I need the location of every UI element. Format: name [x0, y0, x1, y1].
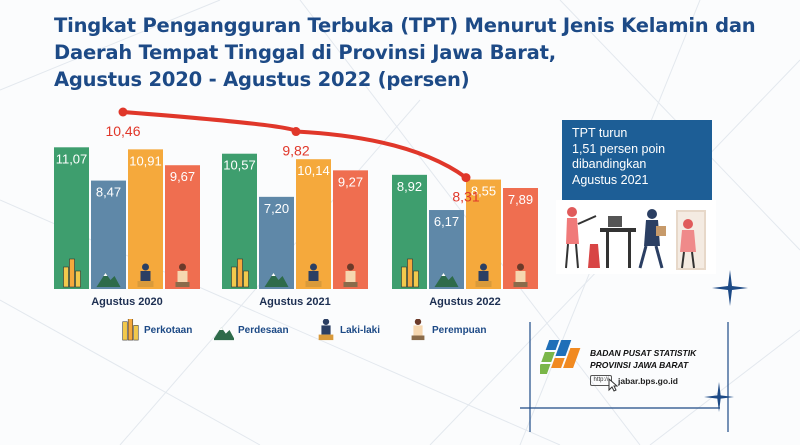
bar — [91, 180, 126, 289]
man-icon — [318, 319, 334, 341]
legend-label: Perempuan — [432, 324, 487, 336]
frame-lines — [520, 322, 729, 432]
bar — [259, 196, 294, 289]
bar-value-label: 10,14 — [297, 163, 330, 178]
office-illustration — [556, 200, 716, 274]
man-icon — [137, 263, 154, 287]
sparkle-icon — [704, 382, 734, 412]
mountain-icon — [434, 273, 459, 287]
legend-label: Laki-laki — [340, 324, 381, 336]
total-point — [291, 127, 301, 137]
man-icon — [475, 263, 492, 287]
info-line: dibandingkan — [572, 157, 647, 171]
total-value-label: 9,82 — [282, 143, 309, 159]
bar-value-label: 8,47 — [96, 185, 121, 200]
bar — [429, 210, 464, 289]
total-point — [461, 173, 471, 183]
bar-value-label: 7,89 — [508, 192, 533, 207]
city-icon — [122, 319, 139, 341]
woman-icon — [513, 263, 528, 287]
bps-logo-icon — [540, 340, 581, 374]
info-line: TPT turun — [572, 126, 628, 140]
bar-value-label: 9,27 — [338, 174, 363, 189]
mountain-icon — [264, 273, 289, 287]
category-label: Agustus 2022 — [429, 296, 501, 308]
city-icon — [231, 258, 249, 288]
category-label: Agustus 2020 — [91, 296, 163, 308]
total-point — [118, 107, 128, 117]
title-line-1: Tingkat Pengangguran Terbuka (TPT) Menur… — [54, 14, 756, 37]
bar-value-label: 7,20 — [264, 201, 289, 216]
woman-icon — [411, 319, 425, 341]
bar-value-label: 10,91 — [129, 153, 162, 168]
total-value-label: 8,31 — [452, 189, 479, 205]
city-icon — [401, 258, 419, 288]
woman-icon — [175, 263, 190, 287]
bps-name-line-1: BADAN PUSAT STATISTIK — [590, 348, 697, 358]
man-icon — [305, 263, 322, 287]
url-badge: http:// — [590, 375, 612, 386]
woman-icon — [343, 263, 358, 287]
title-line-2: Daerah Tempat Tinggal di Provinsi Jawa B… — [54, 41, 556, 64]
bar — [466, 179, 501, 289]
legend-item: Perempuan — [408, 318, 486, 342]
bar-value-label: 11,07 — [56, 151, 88, 166]
info-line: 1,51 persen poin — [572, 141, 666, 156]
legend-label: Perdesaan — [238, 324, 289, 336]
legend-label: Perkotaan — [144, 324, 193, 336]
bps-name-line-2: PROVINSI JAWA BARAT — [590, 360, 689, 370]
legend-item: Perdesaan — [214, 318, 289, 342]
cursor-icon — [608, 378, 618, 392]
legend-item: Perkotaan — [120, 318, 192, 342]
info-box: TPT turun 1,51 persen poin dibandingkan … — [562, 120, 712, 202]
bar-value-label: 8,55 — [471, 184, 496, 199]
mountain-icon — [214, 327, 234, 341]
bps-url-link[interactable]: jabar.bps.go.id — [618, 376, 678, 386]
legend-item: Laki-laki — [316, 318, 380, 342]
info-line: Agustus 2021 — [572, 172, 649, 187]
bar-value-label: 10,57 — [223, 158, 256, 173]
category-label: Agustus 2021 — [259, 296, 331, 308]
bar-value-label: 9,67 — [170, 169, 195, 184]
bar-value-label: 8,92 — [397, 179, 422, 194]
sparkle-icon — [712, 270, 748, 306]
total-value-label: 10,46 — [105, 123, 140, 139]
bps-logo-block: BADAN PUSAT STATISTIK PROVINSI JAWA BARA… — [536, 334, 736, 400]
city-icon — [63, 258, 81, 288]
mountain-icon — [96, 273, 121, 287]
bar-value-label: 6,17 — [434, 214, 459, 229]
title-line-3: Agustus 2020 - Agustus 2022 (persen) — [54, 68, 470, 91]
